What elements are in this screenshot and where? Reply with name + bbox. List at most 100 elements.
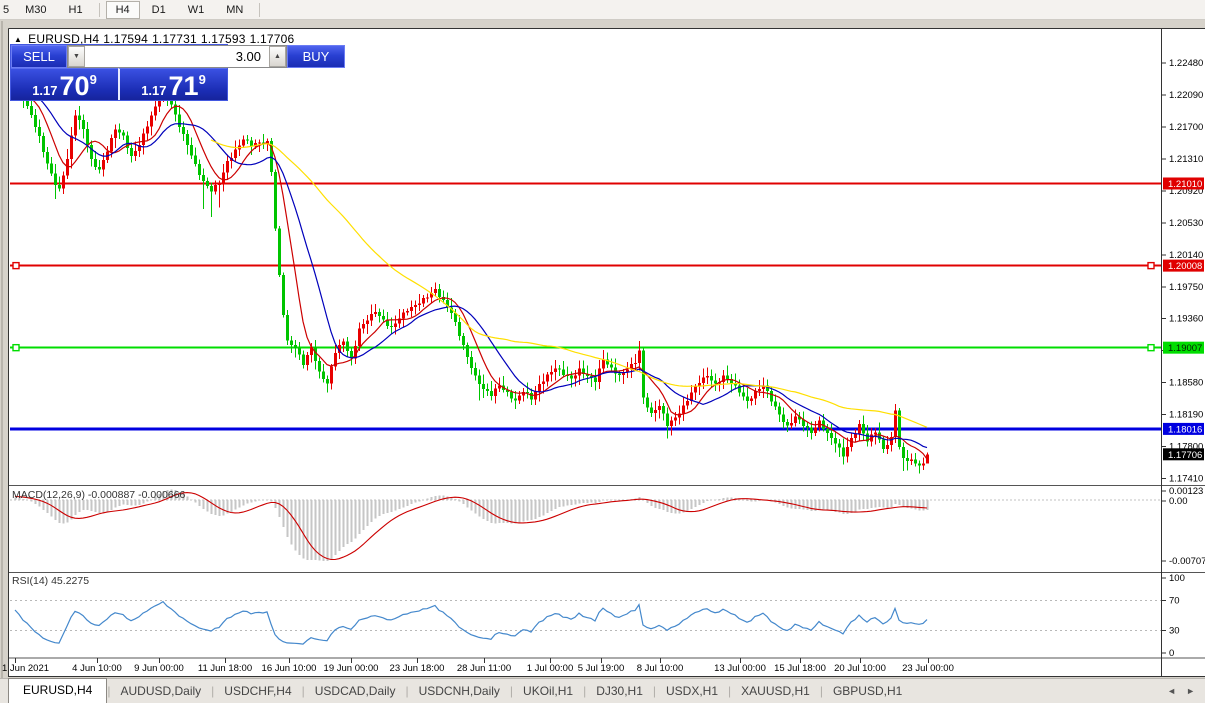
ohlc-open: 1.17594 xyxy=(103,32,149,46)
svg-text:1.19007: 1.19007 xyxy=(1168,343,1202,354)
ohlc-high: 1.17731 xyxy=(152,32,197,46)
chart-ohlc-header: ▲ EURUSD,H4 1.17594 1.17731 1.17593 1.17706 xyxy=(14,32,298,46)
moving-average-line xyxy=(14,90,928,460)
buy-button[interactable]: BUY xyxy=(287,45,345,68)
macd-plot xyxy=(10,489,1161,561)
timeframe-button-h1[interactable]: H1 xyxy=(68,3,83,16)
chart-symbol-label: EURUSD,H4 xyxy=(28,32,100,46)
svg-text:28 Jun 11:00: 28 Jun 11:00 xyxy=(457,663,511,674)
svg-text:1.17410: 1.17410 xyxy=(1169,474,1203,485)
rsi-plot xyxy=(10,600,1161,645)
one-click-trade-panel: SELL ▼ ▲ BUY 1.17 70 9 1.17 71 9 xyxy=(10,44,345,101)
tab-separator: | xyxy=(728,684,732,698)
svg-text:13 Jul 00:00: 13 Jul 00:00 xyxy=(714,663,766,674)
tab-gbpusd-h1[interactable]: GBPUSD,H1 xyxy=(832,684,903,698)
tab-separator: | xyxy=(509,684,514,698)
svg-text:1.22480: 1.22480 xyxy=(1169,58,1203,69)
line-handle-marker xyxy=(1147,261,1155,270)
timeframe-button-d1[interactable]: D1 xyxy=(151,3,166,16)
svg-text:1 Jun 2021: 1 Jun 2021 xyxy=(2,663,49,674)
svg-text:1.21310: 1.21310 xyxy=(1169,154,1203,165)
chart-canvas[interactable]: 1.22480 1.22090 1.21700 1.21310 1.20920 1.205… xyxy=(0,0,1205,678)
sell-price-sup: 9 xyxy=(89,72,97,87)
svg-text:8 Jul 10:00: 8 Jul 10:00 xyxy=(637,663,683,674)
svg-text:5 Jul 19:00: 5 Jul 19:00 xyxy=(578,663,624,674)
toolbar-separator xyxy=(259,2,261,17)
sell-price-display[interactable]: 1.17 70 9 xyxy=(11,68,118,100)
tab-usdcad-daily[interactable]: USDCAD,Daily xyxy=(314,684,396,698)
svg-text:23 Jun 18:00: 23 Jun 18:00 xyxy=(390,663,445,674)
tab-usdx-h1[interactable]: USDX,H1 xyxy=(666,684,719,698)
timeframe-button-h4[interactable]: H4 xyxy=(105,0,140,19)
tab-separator: | xyxy=(583,684,587,698)
tab-xauusd-h1[interactable]: XAUUSD,H1 xyxy=(741,684,810,698)
volume-input[interactable] xyxy=(85,46,269,67)
tab-usdcnh-daily[interactable]: USDCNH,Daily xyxy=(418,684,500,698)
svg-text:1 Jul 00:00: 1 Jul 00:00 xyxy=(527,663,573,674)
moving-average-line xyxy=(14,91,928,449)
svg-text:1.21700: 1.21700 xyxy=(1169,122,1203,133)
timeframe-button-m30[interactable]: M30 xyxy=(25,3,47,16)
tab-ukoil-h1[interactable]: UKOil,H1 xyxy=(523,684,574,698)
symbol-tab-bar: EURUSD,H4 | AUDUSD,Daily | USDCHF,H4 | USDCAD,… xyxy=(0,677,1205,703)
timeframe-button-5[interactable]: 5 xyxy=(3,3,10,16)
tab-separator: | xyxy=(652,684,656,698)
moving-average-line xyxy=(210,139,928,428)
timeframe-button-mn[interactable]: MN xyxy=(226,3,244,16)
svg-text:15 Jul 18:00: 15 Jul 18:00 xyxy=(774,663,826,674)
rsi-line xyxy=(14,600,928,645)
svg-text:1.19360: 1.19360 xyxy=(1169,314,1203,325)
tab-audusd-daily[interactable]: AUDUSD,Daily xyxy=(120,684,202,698)
tab-separator: | xyxy=(107,684,111,698)
svg-text:30: 30 xyxy=(1169,626,1180,637)
svg-text:1.18016: 1.18016 xyxy=(1168,424,1202,435)
svg-text:16 Jun 10:00: 16 Jun 10:00 xyxy=(262,663,317,674)
buy-price-display[interactable]: 1.17 71 9 xyxy=(118,68,227,100)
tab-usdchf-h4[interactable]: USDCHF,H4 xyxy=(224,684,292,698)
svg-text:19 Jun 00:00: 19 Jun 00:00 xyxy=(324,663,379,674)
buy-price-prefix: 1.17 xyxy=(141,83,167,98)
timeframe-toolbar: 5 M30 H1 H4 D1 W1 MN xyxy=(0,0,1205,20)
tab-scroll-left-icon[interactable]: ◄ xyxy=(1167,686,1177,696)
svg-text:1.18190: 1.18190 xyxy=(1169,410,1203,421)
svg-text:4 Jun 10:00: 4 Jun 10:00 xyxy=(72,663,122,674)
svg-text:70: 70 xyxy=(1169,596,1180,607)
sell-price-prefix: 1.17 xyxy=(32,83,58,98)
sell-price-big: 70 xyxy=(59,71,90,101)
buy-price-sup: 9 xyxy=(198,72,206,87)
tab-scroll-right-icon[interactable]: ► xyxy=(1186,686,1195,696)
svg-text:-0.00707: -0.00707 xyxy=(1169,556,1205,567)
line-handle-marker xyxy=(12,261,20,270)
volume-decrease-icon[interactable]: ▼ xyxy=(68,46,85,67)
ohlc-low: 1.17593 xyxy=(200,32,246,46)
svg-text:23 Jul 00:00: 23 Jul 00:00 xyxy=(902,663,954,674)
price-axis: 1.22480 1.22090 1.21700 1.21310 1.20920 1.205… xyxy=(1161,58,1205,659)
rsi-label: RSI(14) 45.2275 xyxy=(12,575,89,587)
line-handle-marker xyxy=(1147,343,1155,352)
volume-increase-icon[interactable]: ▲ xyxy=(269,46,286,67)
ohlc-close: 1.17706 xyxy=(249,32,295,46)
date-axis: 1 Jun 2021 4 Jun 10:00 9 Jun 00:00 11 Jun 1… xyxy=(2,658,954,674)
svg-text:9 Jun 00:00: 9 Jun 00:00 xyxy=(134,663,184,674)
volume-stepper: ▼ ▲ xyxy=(67,45,287,68)
tab-dj30-h1[interactable]: DJ30,H1 xyxy=(596,684,643,698)
tab-separator: | xyxy=(301,684,305,698)
macd-signal-line xyxy=(14,492,928,561)
macd-label: MACD(12,26,9) -0.000887 -0.000666 xyxy=(12,489,186,501)
toolbar-separator xyxy=(98,2,100,17)
trade-panel-collapse-icon[interactable]: ▲ xyxy=(14,35,23,44)
svg-text:1.20920: 1.20920 xyxy=(1169,186,1203,197)
svg-text:1.22090: 1.22090 xyxy=(1169,90,1203,101)
svg-text:0.00: 0.00 xyxy=(1169,496,1188,507)
svg-text:1.20530: 1.20530 xyxy=(1169,218,1203,229)
line-handle-marker xyxy=(12,343,20,352)
tab-separator: | xyxy=(211,684,215,698)
tab-eurusd-h4[interactable]: EURUSD,H4 xyxy=(8,677,108,703)
buy-price-big: 71 xyxy=(168,71,199,101)
sell-button[interactable]: SELL xyxy=(11,45,67,68)
svg-text:1.20140: 1.20140 xyxy=(1169,250,1203,261)
svg-text:1.21010: 1.21010 xyxy=(1168,179,1202,190)
svg-text:1.20008: 1.20008 xyxy=(1168,261,1202,272)
timeframe-button-w1[interactable]: W1 xyxy=(187,3,205,16)
tab-separator: | xyxy=(819,684,823,698)
